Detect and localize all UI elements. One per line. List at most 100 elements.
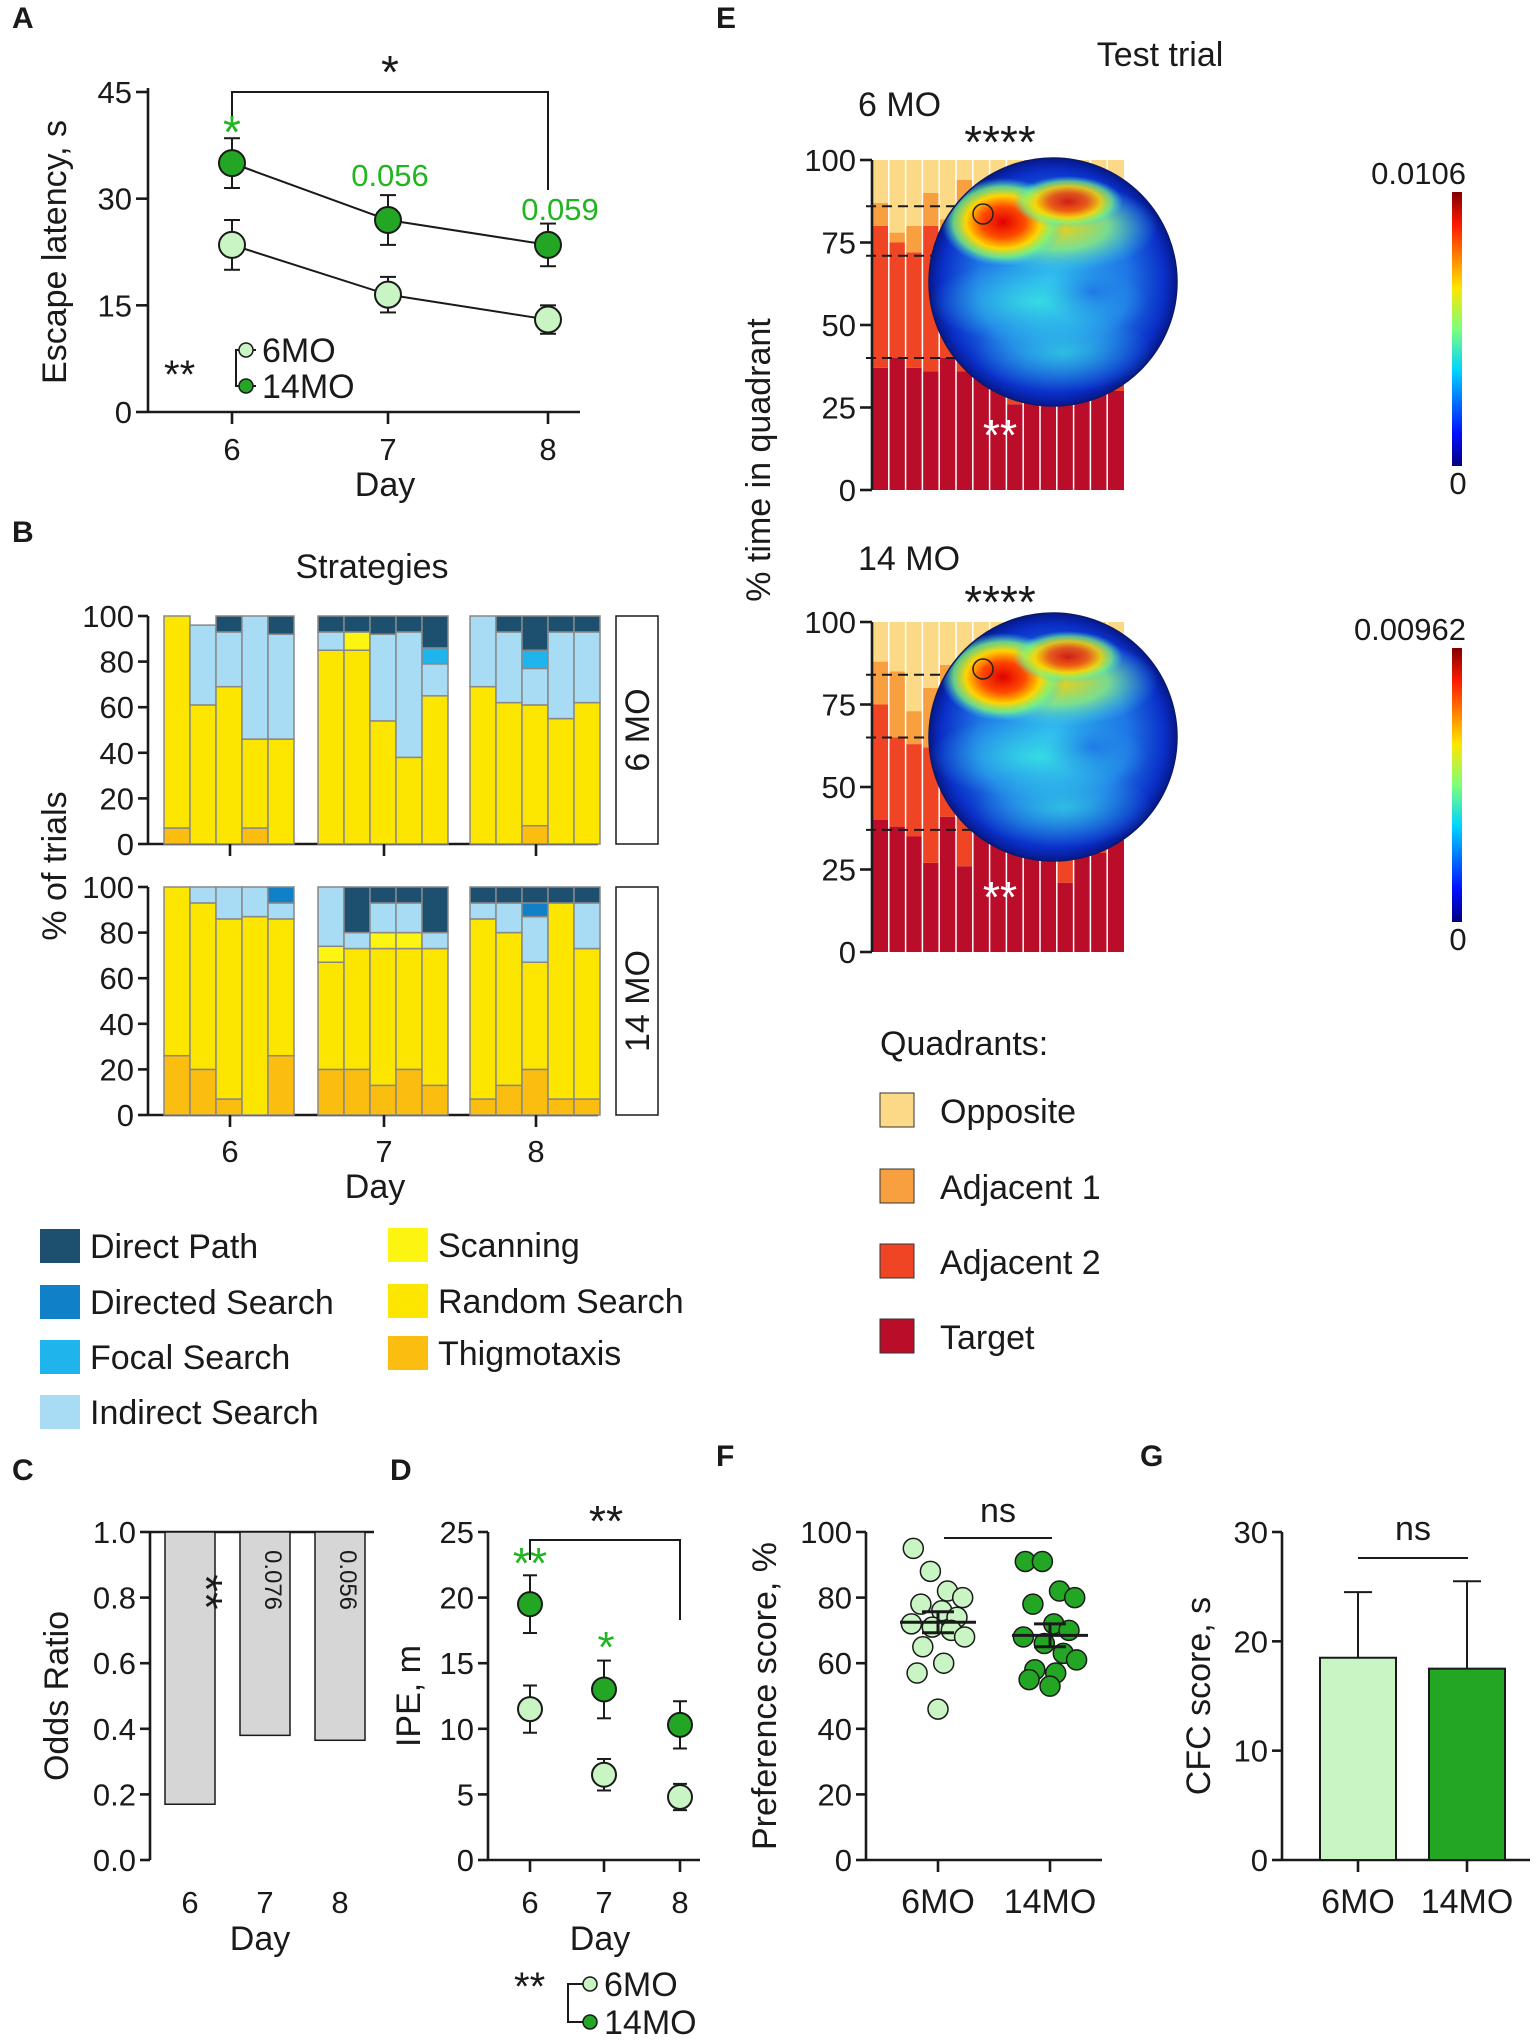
legend-swatch-indirect-search <box>40 1395 80 1429</box>
legend-label-directed-search: Directed Search <box>90 1284 334 1322</box>
stacked-bar-segment <box>495 931 523 1087</box>
stacked-bar-segment <box>163 615 191 829</box>
stacked-bar-segment <box>521 649 549 670</box>
stacked-bar-segment <box>521 615 549 651</box>
legend-marker-14mo <box>238 378 254 394</box>
bracket-star: * <box>381 46 399 98</box>
group-label-box <box>615 615 659 845</box>
quadrant-bar-segment <box>905 367 923 490</box>
stacked-bar-segment <box>573 1098 601 1116</box>
quadrant-bar-segment <box>872 704 889 820</box>
y-tick-label: 20 <box>440 1581 474 1616</box>
y-tick-label: 10 <box>1234 1734 1268 1769</box>
stacked-bar-segment <box>215 615 243 633</box>
stacked-bar-segment <box>317 1068 345 1116</box>
x-tick-label: 8 <box>539 432 556 467</box>
stacked-bar-segment <box>395 756 423 845</box>
chart-title: Strategies <box>295 548 448 586</box>
y-tick-label: 20 <box>100 1052 134 1087</box>
heatmap-blob <box>1043 262 1143 322</box>
quadrant-bar-segment <box>888 826 906 952</box>
x-axis-label: Day <box>355 466 415 504</box>
colorbar <box>1452 648 1462 922</box>
y-tick-label: 0.8 <box>93 1581 136 1616</box>
quadrant-bar-segment <box>905 226 923 253</box>
bracket-stars: ** <box>589 1497 623 1546</box>
legend-label-14mo: 14MO <box>604 2004 697 2042</box>
y-tick-label: 30 <box>1234 1515 1268 1550</box>
quadrant-bar-segment <box>922 193 940 226</box>
y-tick-label: 75 <box>822 688 856 723</box>
quadrant-bar-segment <box>872 226 889 368</box>
quadrant-bar-segment <box>905 711 923 745</box>
quadrant-bar-segment <box>872 661 889 705</box>
legend-swatch <box>879 1092 915 1128</box>
panel-e-test-trial: Test trial % time in quadrant 6 MO 0 25 50 75 1… <box>740 36 1467 1357</box>
y-tick-label: 80 <box>100 916 134 951</box>
stacked-bar-segment <box>343 1068 371 1116</box>
scatter-point <box>1063 1586 1086 1609</box>
panel-letter-e: E <box>716 2 736 35</box>
chart-title: Test trial <box>1097 36 1224 74</box>
quadrant-bar-segment <box>872 622 889 662</box>
scatter-point <box>1031 1550 1054 1573</box>
x-tick-label: 7 <box>256 1885 273 1920</box>
day6-stars: ** <box>513 1539 547 1588</box>
pool-outline <box>928 612 1178 862</box>
data-point-14MO <box>667 1711 693 1738</box>
quadrant-bar-segment <box>872 160 889 203</box>
quadrant-bar-segment <box>888 737 906 827</box>
legend-swatch-directed-search <box>40 1285 80 1319</box>
y-tick-label: 0.6 <box>93 1646 136 1681</box>
stacked-bar-segment <box>521 902 549 918</box>
x-tick-label: 14MO <box>1421 1883 1514 1921</box>
panel-letter-c: C <box>12 1454 34 1487</box>
stacked-bar-segment <box>343 649 371 845</box>
y-tick-label: 0 <box>115 395 132 430</box>
legend-swatch <box>879 1318 915 1354</box>
x-axis-label: Day <box>345 1168 405 1206</box>
y-tick-label: 75 <box>822 226 856 261</box>
quadrant-bar-segment <box>922 160 940 193</box>
odds-bar <box>314 1531 366 1742</box>
x-tick-label: 6MO <box>901 1883 975 1921</box>
y-tick-label: 0 <box>835 1843 852 1878</box>
data-point-14MO <box>591 1676 617 1703</box>
quadrant-bar-segment <box>922 622 940 688</box>
panel-f-preference-score: 0 20 40 60 80 100 6MO 14MO ns Preference score, % <box>746 1492 1102 1921</box>
quadrant-bar-segment <box>939 816 956 952</box>
odds-bar <box>164 1531 216 1805</box>
stacked-bar-segment <box>395 947 423 1071</box>
stacked-bar-segment <box>215 886 243 920</box>
p-value-day7: 0.056 <box>351 158 429 193</box>
y-tick-label: 40 <box>818 1712 852 1747</box>
quadrant-bar-segment <box>905 836 923 952</box>
legend-label-direct-path: Direct Path <box>90 1228 258 1266</box>
stacked-bar-segment <box>521 825 549 845</box>
y-tick-label: 60 <box>818 1646 852 1681</box>
stacked-bar-segment <box>421 1084 449 1116</box>
y-tick-label: 100 <box>82 870 134 905</box>
scatter-point <box>1039 1675 1061 1697</box>
quadrant-bar-segment <box>939 160 956 220</box>
panel-letter-g: G <box>1140 1440 1163 1473</box>
stacked-bar-segment <box>369 947 397 1087</box>
stacked-bar-segment <box>495 631 523 704</box>
legend-swatch <box>879 1168 915 1204</box>
stacked-bar-segment <box>241 827 269 845</box>
day7-star: * <box>597 1623 614 1672</box>
quadrant-bar-segment <box>1056 882 1074 952</box>
y-tick-label: 40 <box>100 736 134 771</box>
stacked-bar-segment <box>547 631 575 720</box>
scatter-point <box>1018 1668 1040 1691</box>
stacked-bar-segment <box>495 902 523 934</box>
legend-swatch-scanning <box>388 1228 428 1262</box>
scatter-point <box>1012 1626 1035 1648</box>
bar-label: 0.076 <box>259 1550 286 1610</box>
scatter-point <box>910 1593 932 1615</box>
panel-b-strategies: Strategies 0 20 40 60 80 100 6 MO 0 20 40 60 80 100 14… <box>36 548 659 1206</box>
stacked-bar-segment <box>547 717 575 845</box>
x-tick-label: 6 <box>223 432 240 467</box>
stacked-bar-segment <box>317 945 345 963</box>
